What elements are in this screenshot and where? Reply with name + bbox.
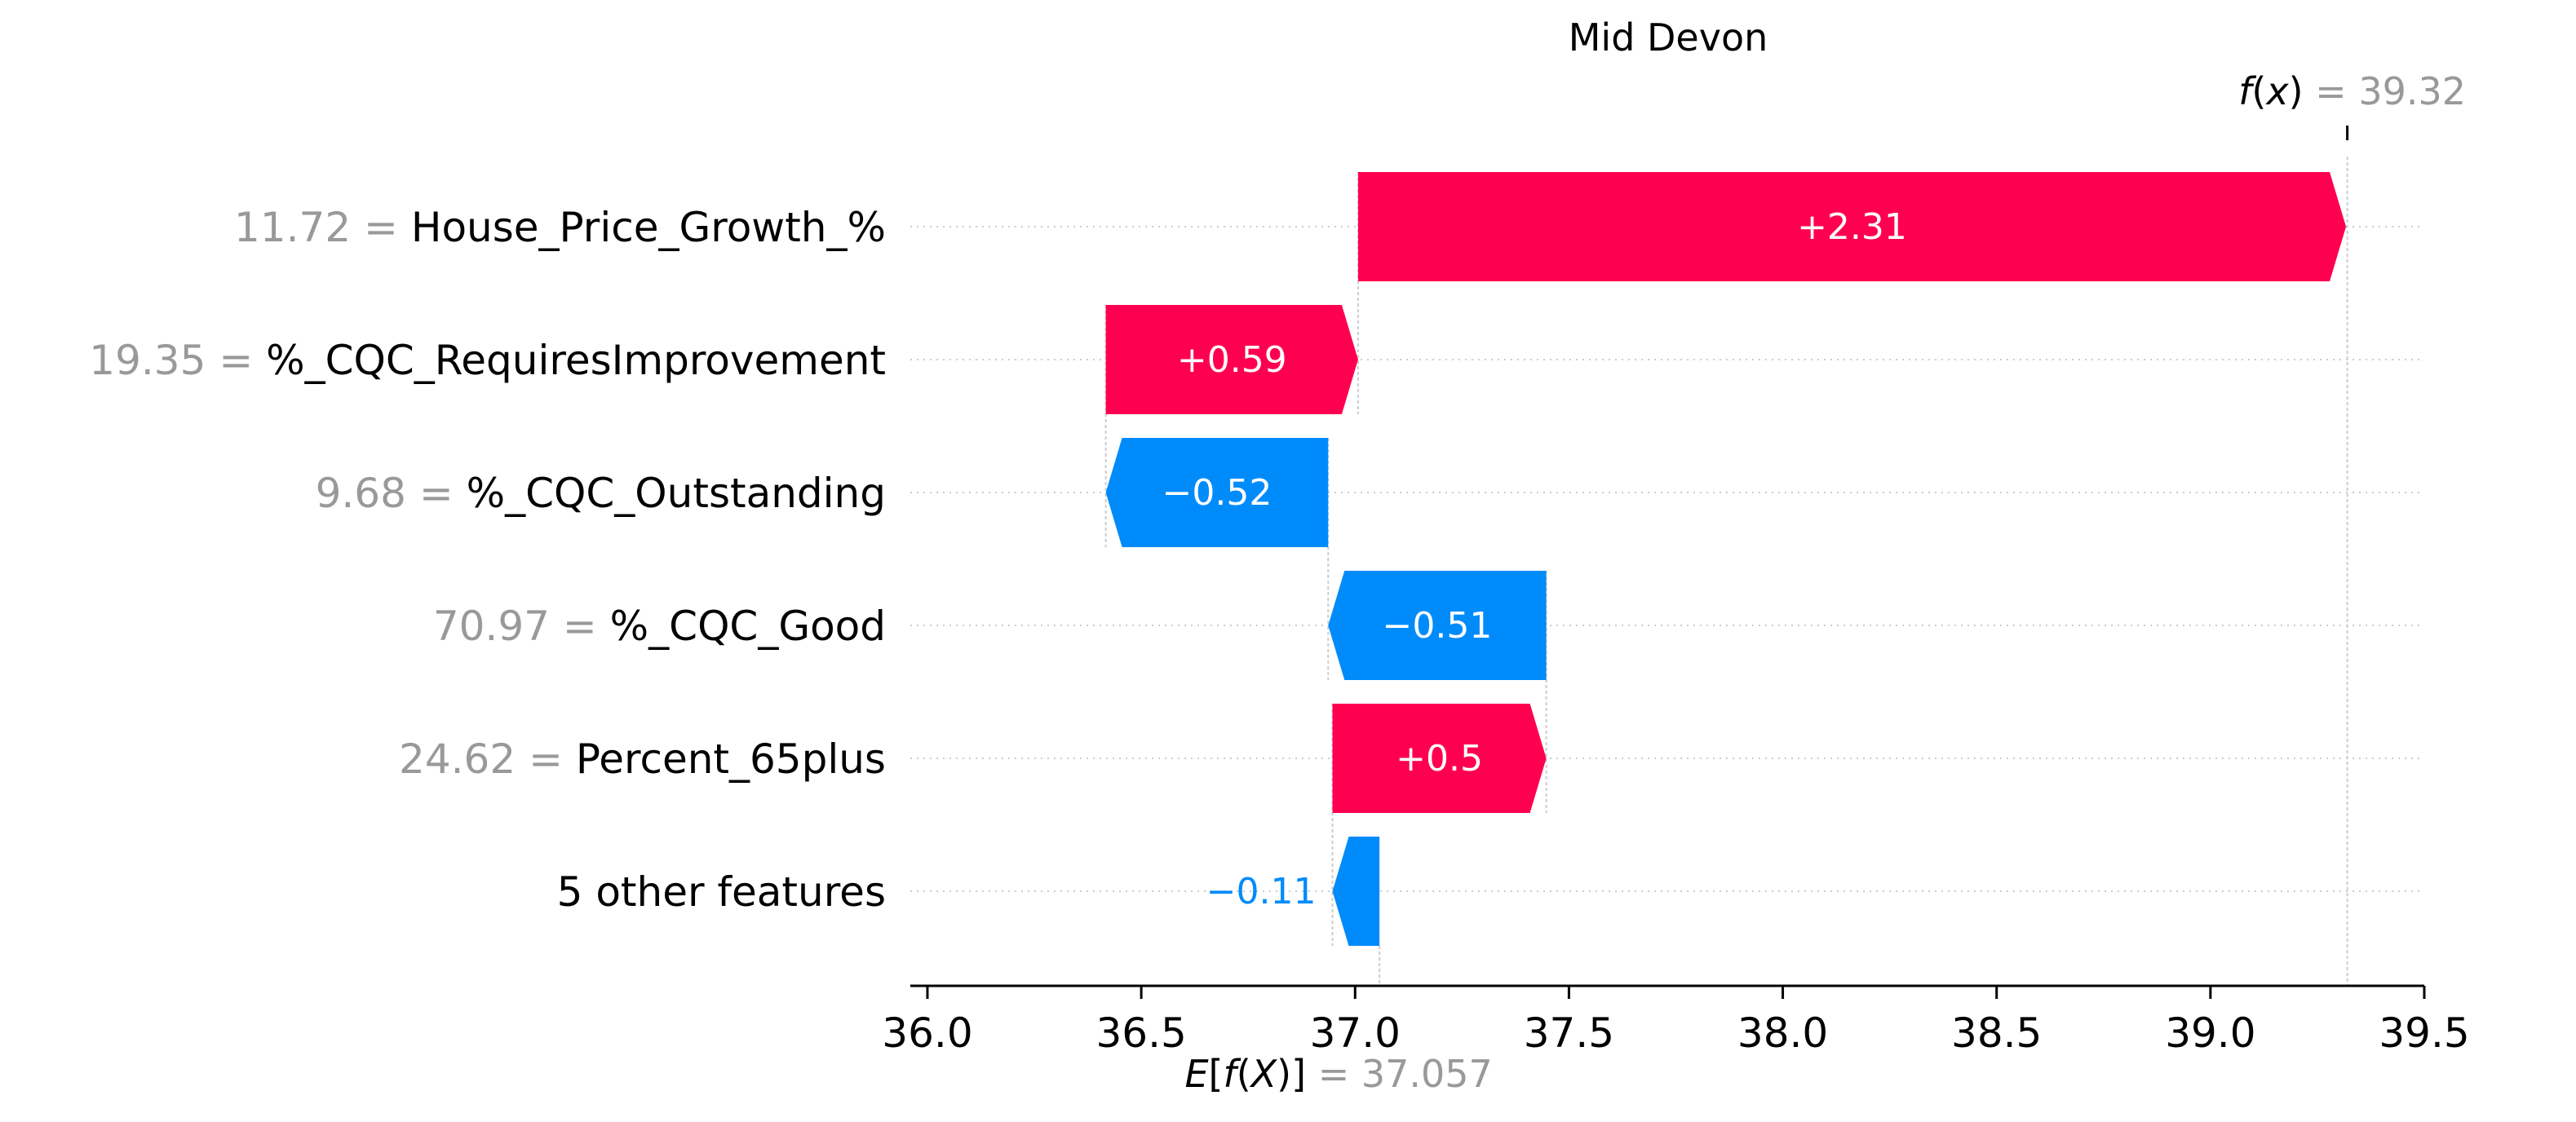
bar-negative bbox=[1328, 571, 1547, 680]
x-tick-label: 36.5 bbox=[1095, 1009, 1186, 1057]
feature-name: 5 other features bbox=[557, 868, 886, 916]
feature-labels: 11.72 = House_Price_Growth_% 19.35 = %_CQ… bbox=[89, 204, 886, 916]
feature-name: House_Price_Growth_% bbox=[411, 204, 886, 251]
feature-name: %_CQC_RequiresImprovement bbox=[266, 337, 886, 384]
base-value: = 37.057 bbox=[1306, 1052, 1493, 1096]
x-tick-label: 39.0 bbox=[2165, 1009, 2255, 1057]
bar-positive bbox=[1357, 172, 2347, 281]
annotations: f(x) = 39.32 E[f(X)] = 37.057 bbox=[1184, 69, 2466, 1096]
bar-value-label: −0.52 bbox=[1162, 472, 1272, 514]
base-bracket-open: [ bbox=[1209, 1052, 1224, 1096]
bar-negative bbox=[1332, 837, 1380, 946]
x-tick-label: 36.0 bbox=[882, 1009, 972, 1057]
bar-negative bbox=[1105, 438, 1329, 547]
x-tick-label: 37.5 bbox=[1524, 1009, 1614, 1057]
base-paren-open: ( bbox=[1237, 1052, 1251, 1096]
feature-value: 70.97 = bbox=[433, 603, 610, 650]
bar-positive bbox=[1105, 305, 1358, 414]
base-var: X bbox=[1250, 1052, 1278, 1096]
bar-value-label: +0.5 bbox=[1396, 738, 1483, 780]
feature-value: 11.72 = bbox=[234, 204, 411, 251]
feature-label: 11.72 = House_Price_Growth_% bbox=[234, 204, 886, 251]
feature-value: 24.62 = bbox=[399, 735, 576, 783]
fx-paren-close: ) bbox=[2289, 69, 2304, 113]
feature-label: 19.35 = %_CQC_RequiresImprovement bbox=[89, 337, 886, 384]
x-tick-label: 37.0 bbox=[1310, 1009, 1401, 1057]
base-paren-close: )] bbox=[1277, 1052, 1306, 1096]
bar-value-label: +0.59 bbox=[1177, 339, 1287, 381]
fx-paren-open: ( bbox=[2251, 69, 2266, 113]
bar-value-label: −0.11 bbox=[1206, 871, 1317, 912]
feature-name: %_CQC_Outstanding bbox=[467, 470, 886, 517]
fx-var: x bbox=[2264, 69, 2289, 113]
feature-label: 5 other features bbox=[557, 868, 886, 916]
feature-value: 19.35 = bbox=[89, 337, 266, 384]
feature-label: 70.97 = %_CQC_Good bbox=[433, 603, 886, 650]
feature-name: %_CQC_Good bbox=[610, 603, 886, 650]
feature-name: Percent_65plus bbox=[576, 735, 886, 783]
feature-label: 9.68 = %_CQC_Outstanding bbox=[316, 470, 886, 517]
fx-value: = 39.32 bbox=[2304, 69, 2466, 113]
bar-value-label: −0.51 bbox=[1383, 605, 1493, 647]
chart-title: Mid Devon bbox=[1569, 15, 1768, 60]
feature-label: 24.62 = Percent_65plus bbox=[399, 735, 886, 783]
bar-value-label: +2.31 bbox=[1797, 206, 1907, 248]
x-tick-label: 38.0 bbox=[1737, 1009, 1828, 1057]
bars: +2.31 +0.59 −0.52 −0.51 +0.5 −0.11 bbox=[1105, 172, 2347, 946]
base-func: E bbox=[1184, 1052, 1208, 1096]
base-value-annotation: E[f(X)] = 37.057 bbox=[1184, 1052, 1492, 1096]
x-tick-label: 38.5 bbox=[1951, 1009, 2042, 1057]
feature-value: 9.68 = bbox=[316, 470, 467, 517]
bar-positive bbox=[1332, 704, 1547, 813]
fx-annotation: f(x) = 39.32 bbox=[2238, 69, 2466, 113]
x-axis: 36.0 36.5 37.0 37.5 38.0 38.5 39.0 39.5 bbox=[882, 984, 2470, 1057]
x-tick-label: 39.5 bbox=[2379, 1009, 2469, 1057]
